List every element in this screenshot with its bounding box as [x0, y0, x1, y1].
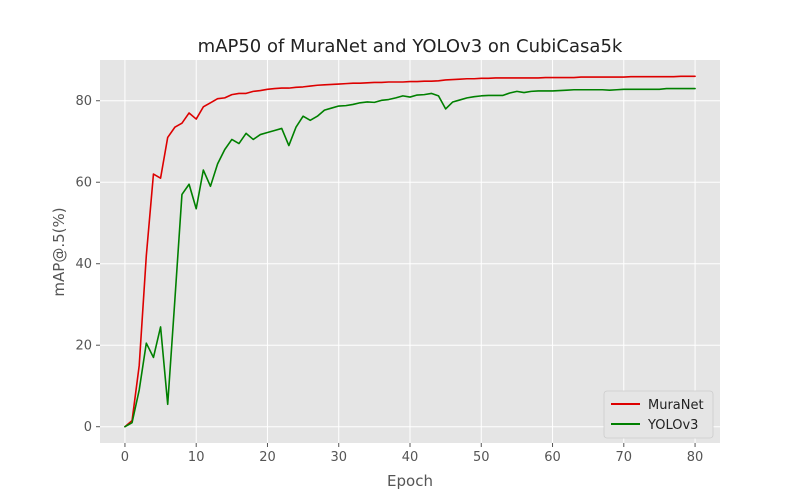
- legend-box: [603, 390, 714, 439]
- series-line-muranet: [124, 75, 696, 428]
- legend-label-muranet: MuraNet: [648, 398, 704, 413]
- x-tick-label: 20: [259, 450, 276, 465]
- axes: 0 10 20 30 40 50 60 70 80 0 20 40 60 80: [75, 94, 703, 465]
- x-tick-label: 60: [544, 450, 561, 465]
- grid-lines: [100, 60, 720, 443]
- legend: MuraNet YOLOv3: [603, 390, 714, 439]
- x-tick-label: 80: [687, 450, 704, 465]
- x-tick-label: 50: [473, 450, 490, 465]
- chart-title: mAP50 of MuraNet and YOLOv3 on CubiCasa5…: [198, 36, 623, 57]
- x-axis-label: Epoch: [387, 472, 433, 490]
- y-axis-label: mAP@.5(%): [50, 207, 68, 296]
- series-lines: [124, 75, 696, 428]
- y-tick-label: 80: [75, 94, 92, 109]
- x-tick-label: 0: [121, 450, 129, 465]
- y-tick-label: 60: [75, 176, 92, 191]
- x-tick-label: 40: [402, 450, 419, 465]
- x-tick-label: 30: [330, 450, 347, 465]
- series-line-yolov3: [124, 87, 696, 428]
- y-tick-label: 0: [84, 420, 92, 435]
- y-tick-label: 20: [75, 339, 92, 354]
- x-tick-label: 10: [188, 450, 205, 465]
- y-tick-label: 40: [75, 257, 92, 272]
- legend-label-yolov3: YOLOv3: [647, 418, 698, 433]
- x-tick-label: 70: [616, 450, 633, 465]
